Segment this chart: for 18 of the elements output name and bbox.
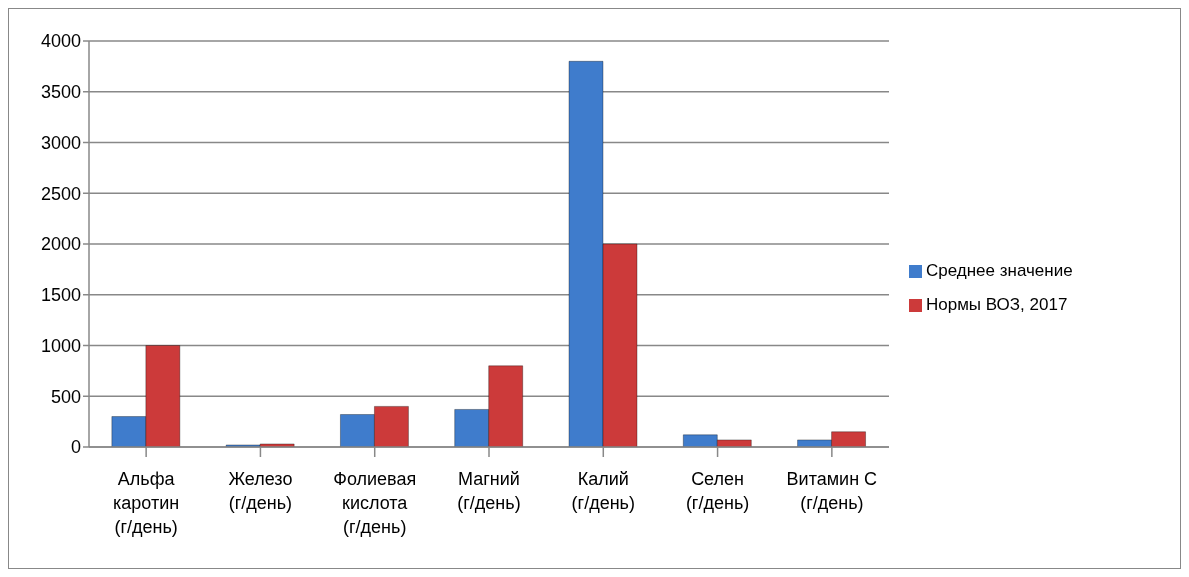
y-tick-label: 1000: [40, 335, 81, 356]
legend-label: Среднее значение: [926, 261, 1073, 280]
x-tick-label: Альфа каротин (г/день): [113, 469, 180, 537]
y-tick-label: 3500: [40, 82, 81, 103]
x-tick-label: Железо (г/день): [228, 469, 293, 513]
x-tick-label: Фолиевая кислота (г/день): [333, 469, 417, 537]
y-tick-label: 1500: [40, 285, 81, 306]
y-tick-label: 2500: [40, 183, 81, 204]
legend-label: Нормы ВОЗ, 2017: [926, 295, 1068, 314]
y-tick-label: 3000: [40, 132, 81, 153]
y-tick-label: 500: [50, 386, 81, 407]
x-tick-label: Магний (г/день): [457, 469, 521, 513]
x-tick-label: Калий (г/день): [571, 469, 635, 513]
x-tick-label: Витамин С (г/день): [786, 469, 878, 513]
y-tick-label: 2000: [40, 234, 81, 255]
y-tick-label: 4000: [40, 31, 81, 52]
x-tick-label: Селен (г/день): [685, 469, 750, 513]
y-tick-label: 0: [70, 437, 81, 458]
